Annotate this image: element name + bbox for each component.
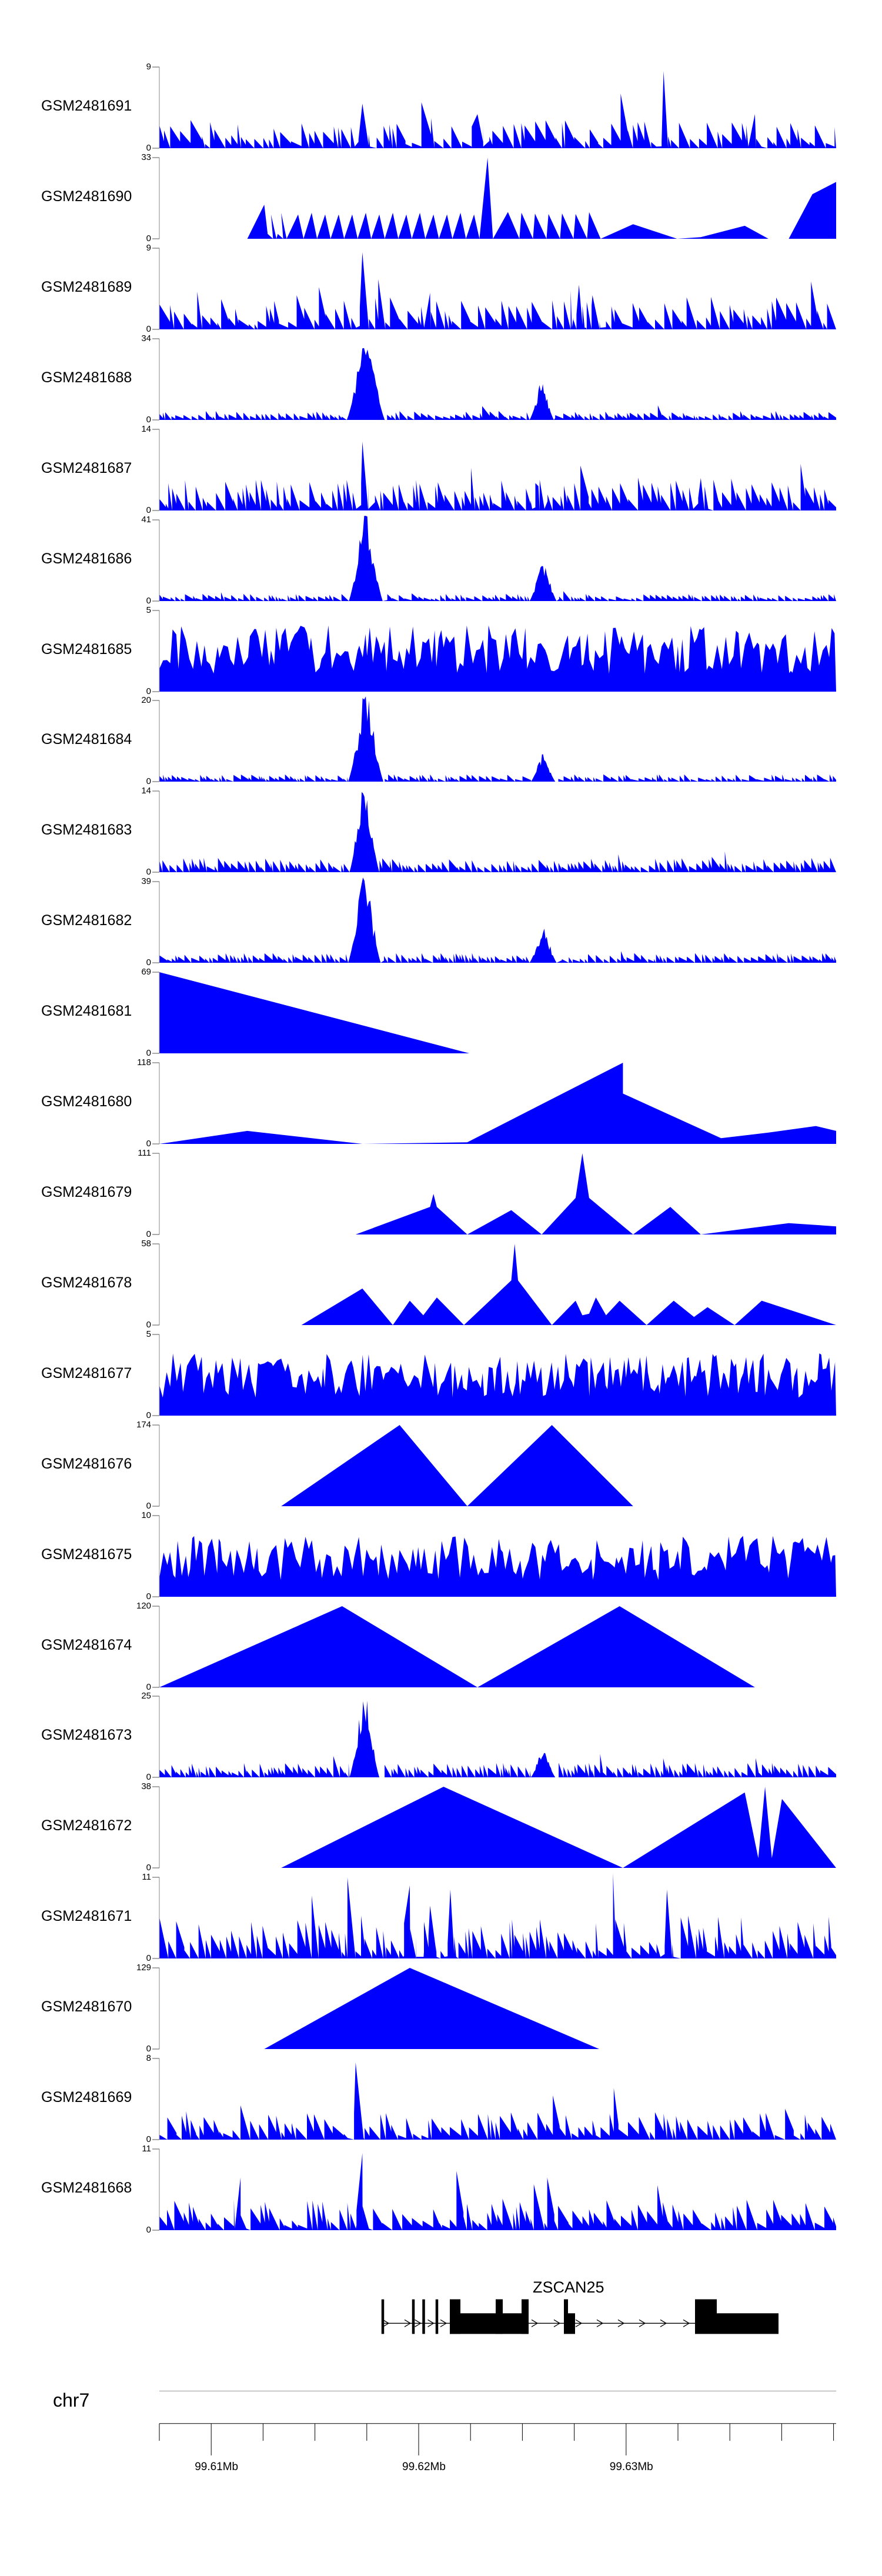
svg-text:ZSCAN25: ZSCAN25 xyxy=(533,2278,604,2296)
svg-text:99.63Mb: 99.63Mb xyxy=(610,2461,653,2473)
svg-text:99.61Mb: 99.61Mb xyxy=(195,2461,238,2473)
svg-text:99.62Mb: 99.62Mb xyxy=(402,2461,446,2473)
